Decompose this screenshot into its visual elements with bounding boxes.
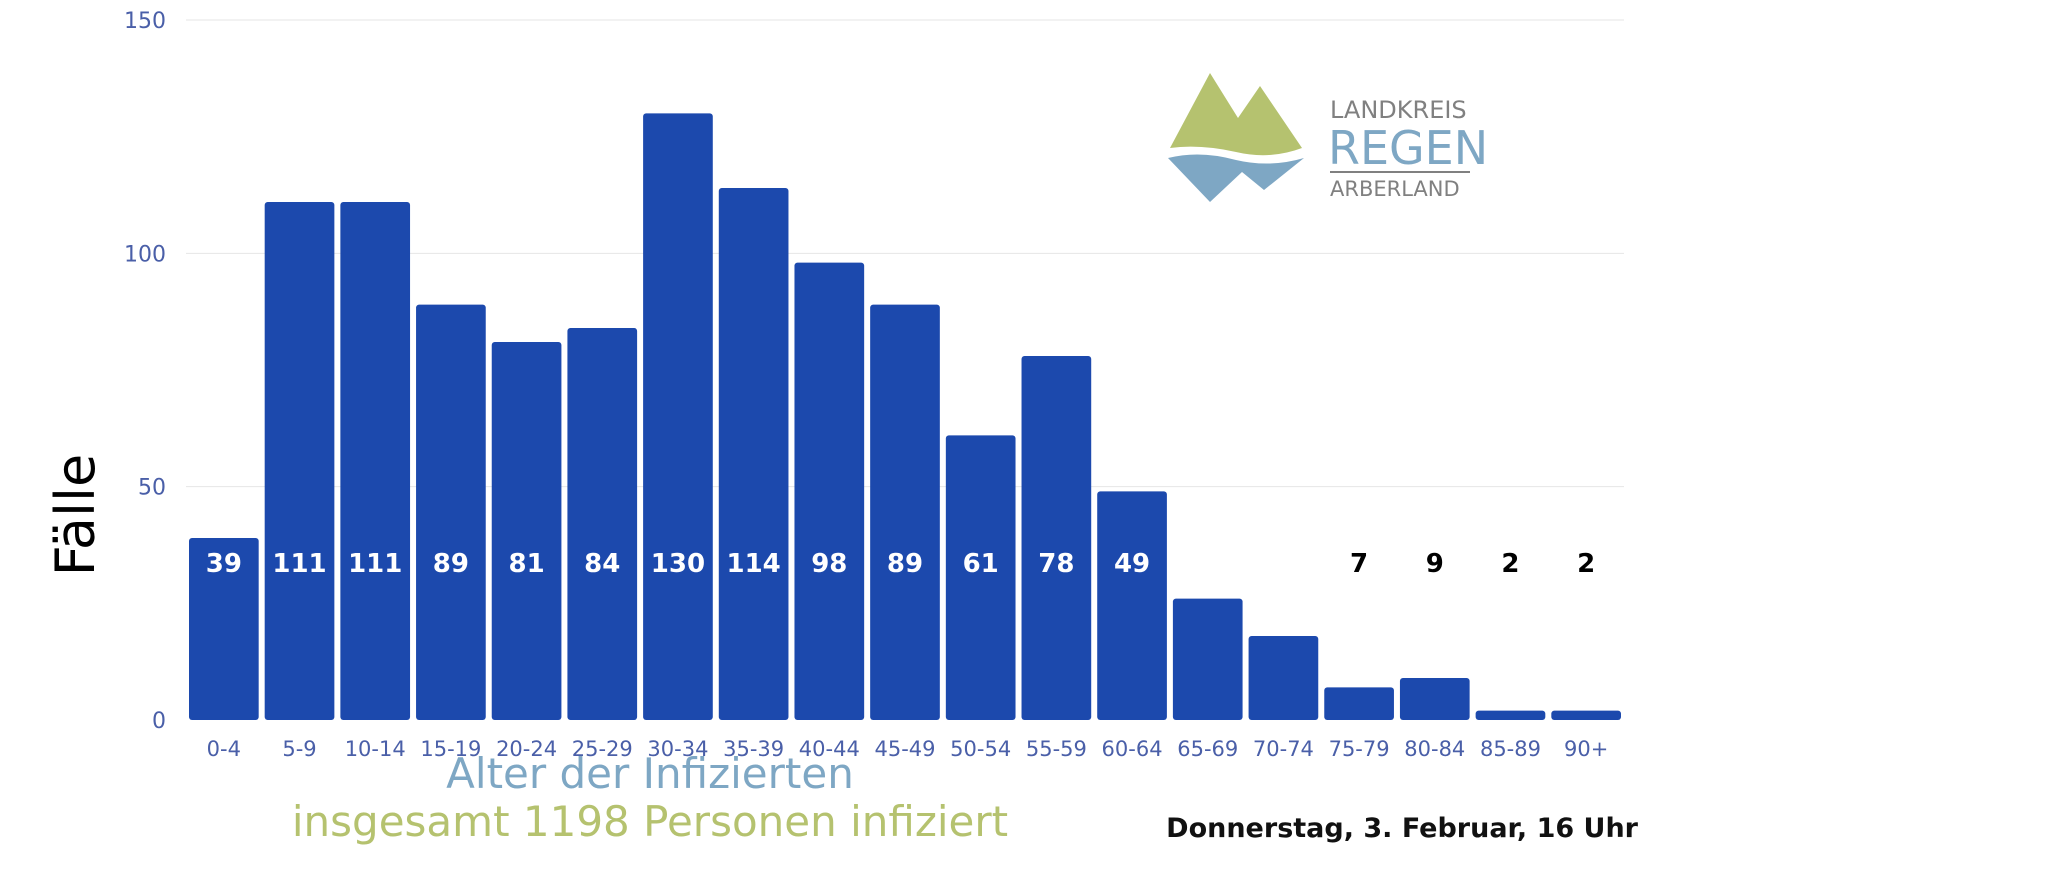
chart-title-block: Alter der Infizierten insgesamt 1198 Per…: [250, 750, 1050, 846]
y-tick-label: 50: [138, 476, 166, 501]
x-tick-label-80-84: 80-84: [1404, 737, 1465, 761]
bar-90+: [1551, 710, 1621, 720]
bar-55-59: [1021, 356, 1092, 720]
x-tick-label-5-9: 5-9: [282, 737, 316, 761]
x-tick-label-20-24: 20-24: [496, 737, 557, 761]
date-text: Donnerstag, 3. Februar, 16 Uhr: [1166, 813, 1638, 844]
bar-50-54: [945, 435, 1016, 720]
bar-45-49: [870, 304, 940, 720]
data-label-10-14: 111: [348, 549, 402, 579]
data-label-20-24: 81: [508, 549, 544, 579]
bar-0-4: [189, 538, 259, 720]
bar-80-84: [1399, 678, 1470, 720]
bar-60-64: [1097, 491, 1167, 720]
x-axis-ticks: 0-4 5-9 10-14 15-19 20-24 25-29 30-34 35-39 40-4…: [207, 737, 1609, 761]
x-tick-label-30-34: 30-34: [647, 737, 708, 761]
y-axis-label: Fälle: [44, 454, 107, 576]
data-label-90+: 2: [1577, 549, 1595, 579]
data-label-80-84: 9: [1426, 549, 1444, 579]
bar-65-69: [1172, 598, 1243, 720]
logo-line-landkreis: LANDKREIS: [1330, 96, 1467, 124]
data-labels: 39 111 111 89 81 84 130 114 98 89 61 78 49 26 18 7 9 2 2: [206, 549, 1595, 579]
x-tick-label-40-44: 40-44: [799, 737, 860, 761]
x-tick-label-65-69: 65-69: [1177, 737, 1238, 761]
x-tick-label-45-49: 45-49: [874, 737, 935, 761]
data-label-70-74: 18: [1265, 549, 1301, 579]
data-label-15-19: 89: [433, 549, 469, 579]
x-tick-label-50-54: 50-54: [950, 737, 1011, 761]
x-tick-label-90+: 90+: [1564, 737, 1608, 761]
data-label-45-49: 89: [887, 549, 923, 579]
y-tick-label: 100: [124, 242, 166, 267]
landkreis-regen-logo: LANDKREIS REGEN ARBERLAND: [1168, 73, 1488, 202]
data-label-0-4: 39: [206, 549, 242, 579]
bar-15-19: [416, 304, 486, 720]
bar-75-79: [1324, 687, 1394, 720]
data-label-85-89: 2: [1501, 549, 1519, 579]
logo-line-arberland: ARBERLAND: [1330, 177, 1460, 201]
data-label-35-39: 114: [726, 549, 780, 579]
x-tick-label-15-19: 15-19: [420, 737, 481, 761]
x-tick-label-0-4: 0-4: [207, 737, 241, 761]
logo-line-regen: REGEN: [1328, 121, 1488, 175]
y-axis-ticks: 0 50 100 150: [124, 9, 166, 734]
bar-70-74: [1248, 636, 1319, 720]
x-tick-label-35-39: 35-39: [723, 737, 784, 761]
y-tick-label: 150: [124, 9, 166, 34]
data-label-55-59: 78: [1038, 549, 1074, 579]
data-label-30-34: 130: [651, 549, 705, 579]
data-label-50-54: 61: [963, 549, 999, 579]
chart-subtitle: insgesamt 1198 Personen infiziert: [291, 797, 1009, 846]
bar-35-39: [718, 188, 789, 720]
bar-30-34: [643, 113, 713, 721]
bar-10-14: [340, 202, 411, 720]
water-wave-blue-icon: [1168, 154, 1304, 202]
x-tick-label-85-89: 85-89: [1480, 737, 1541, 761]
x-tick-label-60-64: 60-64: [1102, 737, 1163, 761]
bars: [189, 113, 1621, 721]
y-tick-label: 0: [152, 709, 166, 734]
data-label-60-64: 49: [1114, 549, 1150, 579]
bar-25-29: [567, 328, 638, 720]
bar-85-89: [1475, 710, 1546, 720]
data-label-25-29: 84: [584, 549, 620, 579]
data-label-75-79: 7: [1350, 549, 1368, 579]
x-tick-label-25-29: 25-29: [572, 737, 633, 761]
x-tick-label-75-79: 75-79: [1329, 737, 1390, 761]
data-label-40-44: 98: [811, 549, 847, 579]
x-tick-label-55-59: 55-59: [1026, 737, 1087, 761]
data-label-65-69: 26: [1190, 549, 1226, 579]
x-tick-label-70-74: 70-74: [1253, 737, 1314, 761]
bar-40-44: [794, 262, 865, 720]
mountain-green-icon: [1170, 73, 1302, 156]
chart-title: Alter der Infizierten: [446, 749, 854, 798]
bar-20-24: [491, 342, 562, 720]
bar-5-9: [264, 202, 335, 720]
x-tick-label-10-14: 10-14: [345, 737, 406, 761]
data-label-5-9: 111: [272, 549, 326, 579]
